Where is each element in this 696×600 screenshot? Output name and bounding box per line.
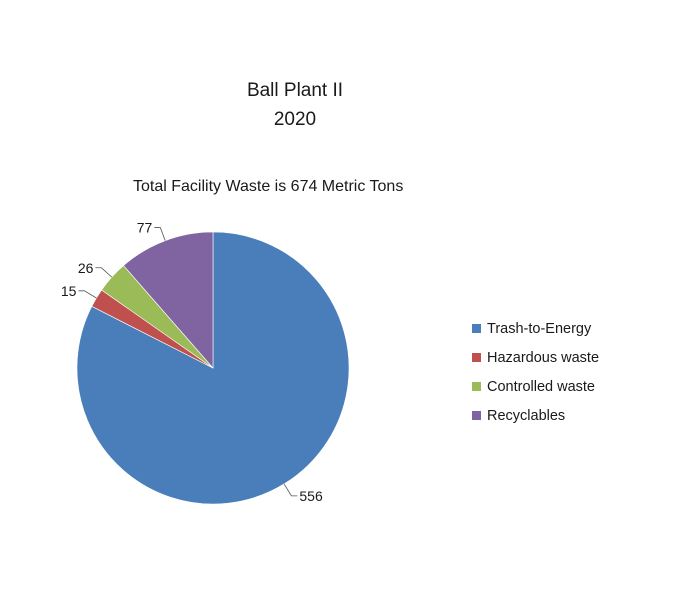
legend-swatch bbox=[472, 382, 481, 391]
leader-line bbox=[78, 290, 97, 299]
leader-line bbox=[283, 483, 298, 497]
leader-line bbox=[95, 267, 113, 278]
chart-title: Ball Plant II bbox=[246, 80, 344, 101]
legend-item-trash-to-energy: Trash-to-Energy bbox=[472, 314, 599, 343]
data-label: 77 bbox=[137, 220, 153, 236]
data-label: 26 bbox=[78, 260, 94, 276]
chart-subtitle: Total Facility Waste is 674 Metric Tons bbox=[133, 178, 404, 195]
pie-leader-lines bbox=[78, 227, 298, 497]
legend-swatch bbox=[472, 353, 481, 362]
legend-swatch bbox=[472, 324, 481, 333]
legend-label: Recyclables bbox=[487, 407, 566, 424]
pie-slices bbox=[76, 231, 350, 505]
data-label: 15 bbox=[61, 283, 77, 299]
legend-label: Hazardous waste bbox=[487, 349, 600, 366]
legend-item-controlled-waste: Controlled waste bbox=[472, 372, 599, 401]
chart-title-year: 2020 bbox=[273, 109, 317, 130]
data-label: 556 bbox=[299, 488, 323, 504]
legend-label: Trash-to-Energy bbox=[487, 320, 592, 337]
leader-line bbox=[154, 227, 166, 241]
legend-label: Controlled waste bbox=[487, 378, 595, 395]
legend-item-hazardous-waste: Hazardous waste bbox=[472, 343, 599, 372]
pie-slice-recyclables bbox=[123, 231, 214, 369]
legend-item-recyclables: Recyclables bbox=[472, 401, 599, 430]
chart-legend: Trash-to-Energy Hazardous waste Controll… bbox=[472, 314, 599, 430]
legend-swatch bbox=[472, 411, 481, 420]
